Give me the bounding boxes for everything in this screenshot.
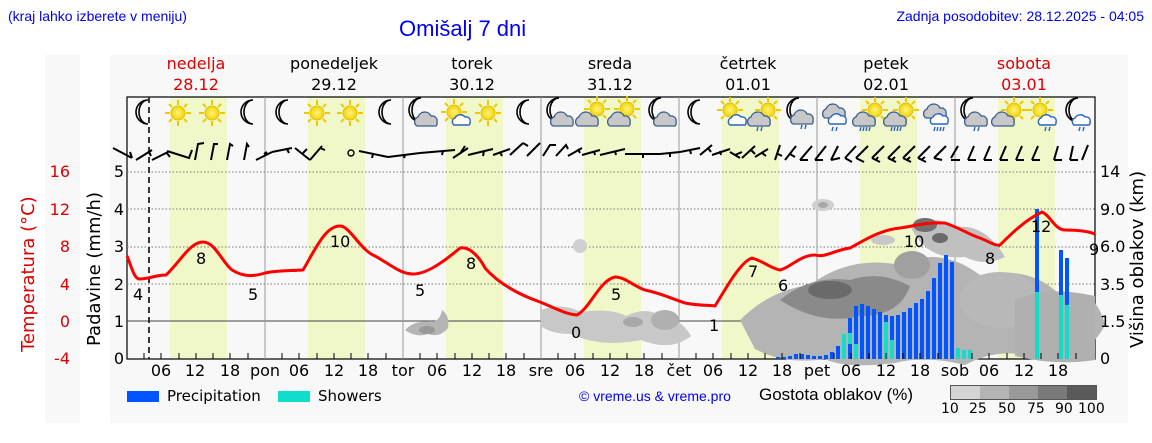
precip-tick: 2 — [113, 275, 124, 294]
day-label-2: torek 30.12 — [449, 54, 495, 94]
plot-frame — [126, 96, 1096, 360]
cloud-density-scale — [950, 385, 1097, 400]
moon-icon — [240, 99, 254, 125]
rain-icon — [933, 126, 945, 132]
svg-text:9: 9 — [1089, 240, 1099, 259]
rain-icon — [831, 126, 838, 132]
precip-tick: 3 — [113, 237, 124, 256]
precip-axis-title: Padavine (mm/h) — [84, 192, 105, 346]
legend-showers: Showers — [278, 387, 382, 405]
page-title: Omišalj 7 dni — [399, 16, 527, 41]
svg-text:8: 8 — [985, 249, 995, 268]
shower-bars — [842, 292, 1069, 359]
showers-swatch — [278, 390, 310, 402]
rain-icon — [800, 124, 807, 130]
day-label-1: ponedeljek 29.12 — [290, 54, 378, 94]
cloud-icon — [789, 109, 814, 125]
wind-barbs — [112, 141, 1089, 163]
cloud-tick: 3.5 — [1100, 275, 1126, 294]
location-hint[interactable]: (kraj lahko izberete v meniju) — [8, 8, 187, 24]
svg-text:12: 12 — [1031, 217, 1051, 236]
svg-text:4: 4 — [133, 285, 143, 304]
cloud-icon — [652, 111, 677, 127]
temperature-axis-title: Temperatura (°C) — [18, 196, 39, 352]
temp-tick: 16 — [49, 162, 70, 181]
day-label-5: petek 02.01 — [863, 54, 909, 94]
svg-text:10: 10 — [904, 232, 924, 251]
svg-text:5: 5 — [415, 281, 425, 300]
cloud-axis-title: Višina oblakov (km) — [1127, 170, 1148, 348]
moon-icon — [687, 99, 701, 125]
moon-icon — [378, 99, 392, 125]
svg-text:0: 0 — [571, 323, 581, 342]
temp-tick: 8 — [59, 237, 70, 256]
cloud-icon — [1071, 114, 1091, 126]
precip-tick: 0 — [113, 349, 124, 368]
cloud-icon — [549, 111, 574, 127]
last-update: Zadnja posodobitev: 28.12.2025 - 04:05 — [896, 8, 1144, 24]
moon-icon — [135, 99, 149, 125]
temp-tick: 0 — [59, 312, 70, 331]
moon-icon — [275, 99, 289, 125]
svg-text:5: 5 — [248, 285, 258, 304]
cloud-tick: 9.0 — [1100, 200, 1126, 219]
hour-ticks — [143, 353, 1077, 359]
temp-tick: 4 — [59, 275, 70, 294]
precip-tick: 1 — [113, 312, 124, 331]
rain-icon — [973, 126, 980, 132]
temp-tick: 12 — [49, 200, 70, 219]
day-label-6: sobota 03.01 — [996, 54, 1052, 94]
day-label-4: četrtek 01.01 — [719, 54, 777, 94]
temperature-line — [125, 210, 1096, 317]
svg-text:8: 8 — [196, 249, 206, 268]
cloud-icon — [963, 111, 988, 127]
cloud-tick: 14 — [1100, 162, 1121, 181]
svg-text:7: 7 — [748, 262, 758, 281]
temp-tick: -4 — [54, 349, 70, 368]
day-label-0: nedelja 28.12 — [166, 54, 226, 94]
moon-icon — [516, 99, 530, 125]
precip-tick: 5 — [113, 162, 124, 181]
copyright-link[interactable]: © vreme.us & vreme.pro — [579, 388, 731, 404]
rain-icon — [1078, 126, 1085, 132]
left-axis-panel — [45, 55, 80, 423]
temp-labels: 4 8 5 10 5 8 0 5 1 7 6 10 8 12 9 — [133, 217, 1099, 342]
precip-tick: 4 — [113, 200, 124, 219]
precipitation-swatch — [127, 390, 159, 402]
day-label-3: sreda 31.12 — [587, 54, 633, 94]
cloud-icon — [413, 111, 438, 127]
svg-text:1: 1 — [709, 316, 719, 335]
svg-text:8: 8 — [466, 254, 476, 273]
svg-text:6: 6 — [778, 276, 788, 295]
svg-text:10: 10 — [330, 232, 350, 251]
cloud-tick: 0 — [1100, 349, 1111, 368]
cloud-tick: 1.5 — [1100, 312, 1126, 331]
legend-precipitation: Precipitation — [127, 387, 261, 405]
gridlines — [127, 171, 1095, 285]
svg-text:5: 5 — [611, 285, 621, 304]
cloud-tick: 6.0 — [1100, 237, 1126, 256]
cloud-density-title: Gostota oblakov (%) — [759, 385, 914, 404]
